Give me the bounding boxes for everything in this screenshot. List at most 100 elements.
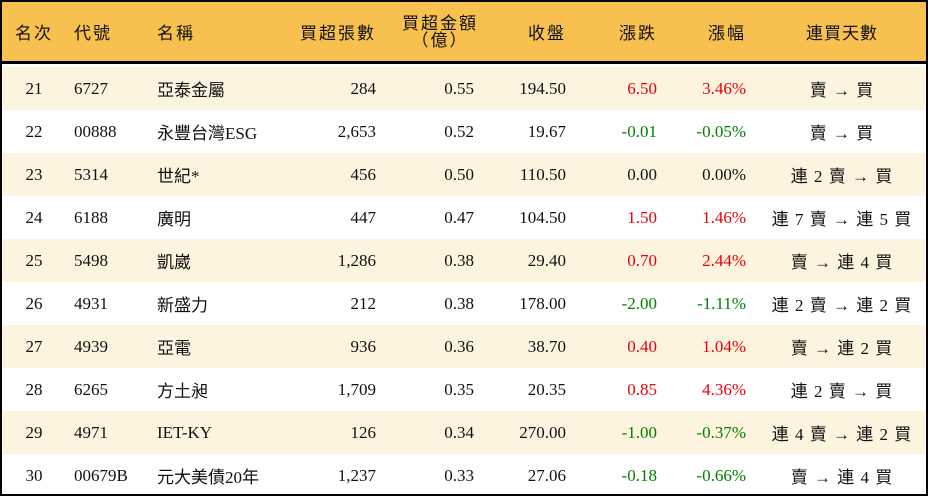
cell-name: 方土昶	[157, 382, 208, 401]
cell-lots: 212	[350, 293, 377, 313]
cell-pct: 3.46%	[702, 78, 746, 98]
header-amount-label: 買超金額	[402, 13, 478, 33]
cell-lots: 1,286	[337, 250, 376, 270]
cell-pct: -0.66%	[696, 465, 746, 485]
cell-rank: 23	[25, 164, 43, 184]
cell-name: 永豐台灣ESG	[157, 124, 258, 143]
cell-rank: 30	[25, 465, 43, 485]
cell-close: 270.00	[519, 422, 566, 442]
cell-rank: 26	[25, 293, 43, 313]
cell-days: 賣 → 連 4 買	[790, 468, 894, 487]
cell-amount: 0.34	[444, 422, 474, 442]
cell-rank: 27	[25, 336, 43, 356]
header-change: 漲跌	[619, 24, 657, 43]
cell-amount: 0.38	[444, 250, 474, 270]
cell-change: 0.00	[627, 164, 657, 184]
cell-days: 連 4 賣 → 連 2 買	[771, 425, 913, 444]
cell-days: 賣 → 買	[809, 124, 875, 143]
cell-code: 4939	[74, 336, 108, 356]
cell-name: IET-KY	[157, 422, 213, 442]
cell-lots: 126	[350, 422, 377, 442]
cell-name: 新盛力	[157, 296, 208, 315]
cell-amount: 0.47	[444, 207, 474, 227]
header-pct: 漲幅	[708, 24, 746, 43]
cell-amount: 0.50	[444, 164, 474, 184]
cell-pct: 1.04%	[702, 336, 746, 356]
cell-rank: 24	[25, 207, 43, 227]
cell-lots: 1,709	[337, 379, 376, 399]
header-days: 連買天數	[806, 24, 878, 43]
header-rank: 名次	[15, 24, 53, 43]
cell-amount: 0.55	[444, 78, 474, 98]
cell-code: 6188	[74, 207, 108, 227]
cell-pct: -0.37%	[696, 422, 746, 442]
cell-amount: 0.33	[444, 465, 474, 485]
table-header: 名次 代號 名稱 買超張數 買超金額 （億） 收盤 漲跌 漲幅 連買天數	[2, 2, 926, 64]
cell-close: 104.50	[519, 207, 566, 227]
table-row: 30 00679B 元大美債20年 1,237 0.33 27.06 -0.18 -0.66%…	[2, 454, 926, 497]
cell-close: 110.50	[519, 164, 566, 184]
cell-lots: 1,237	[337, 465, 376, 485]
table-row: 27 4939 亞電 936 0.36 38.70 0.40 1.04% 賣 → 連 2 買	[2, 325, 926, 368]
cell-amount: 0.52	[444, 121, 474, 141]
cell-code: 5498	[74, 250, 108, 270]
cell-days: 連 7 賣 → 連 5 買	[771, 210, 913, 229]
cell-lots: 2,653	[337, 121, 376, 141]
cell-days: 連 2 賣 → 連 2 買	[771, 296, 913, 315]
table-row: 29 4971 IET-KY 126 0.34 270.00 -1.00 -0.37% 連 4 …	[2, 411, 926, 454]
header-lots: 買超張數	[300, 24, 376, 43]
cell-close: 19.67	[527, 121, 566, 141]
cell-rank: 29	[25, 422, 43, 442]
cell-lots: 936	[350, 336, 377, 356]
cell-days: 賣 → 買	[809, 81, 875, 100]
cell-rank: 22	[25, 121, 43, 141]
cell-name: 廣明	[157, 210, 191, 229]
cell-pct: 2.44%	[702, 250, 746, 270]
cell-lots: 447	[350, 207, 377, 227]
cell-code: 4931	[74, 293, 108, 313]
cell-code: 6265	[74, 379, 108, 399]
cell-close: 29.40	[527, 250, 566, 270]
table-row: 26 4931 新盛力 212 0.38 178.00 -2.00 -1.11% 連 2 賣 →…	[2, 282, 926, 325]
cell-pct: 1.46%	[702, 207, 746, 227]
cell-name: 元大美債20年	[157, 468, 259, 487]
cell-change: -0.01	[621, 121, 657, 141]
cell-days: 連 2 賣 → 買	[790, 382, 894, 401]
cell-change: -2.00	[621, 293, 657, 313]
table-row: 23 5314 世紀* 456 0.50 110.50 0.00 0.00% 連 2 賣 → 買	[2, 153, 926, 196]
header-amount-unit: （億）	[411, 30, 469, 50]
cell-close: 20.35	[527, 379, 566, 399]
cell-name: 亞泰金屬	[157, 81, 225, 100]
table-row: 21 6727 亞泰金屬 284 0.55 194.50 6.50 3.46% 賣 → 買	[2, 67, 926, 110]
cell-change: 0.40	[627, 336, 657, 356]
cell-name: 亞電	[157, 339, 191, 358]
table-row: 25 5498 凱崴 1,286 0.38 29.40 0.70 2.44% 賣 → 連 4 買	[2, 239, 926, 282]
cell-rank: 25	[25, 250, 43, 270]
cell-days: 賣 → 連 4 買	[790, 253, 894, 272]
cell-change: 1.50	[627, 207, 657, 227]
cell-change: -0.18	[621, 465, 657, 485]
cell-days: 賣 → 連 2 買	[790, 339, 894, 358]
cell-code: 5314	[74, 164, 108, 184]
cell-close: 178.00	[519, 293, 566, 313]
cell-code: 4971	[74, 422, 108, 442]
cell-amount: 0.36	[444, 336, 474, 356]
table-row: 24 6188 廣明 447 0.47 104.50 1.50 1.46% 連 7 賣 → 連 …	[2, 196, 926, 239]
cell-days: 連 2 賣 → 買	[790, 167, 894, 186]
cell-pct: 0.00%	[702, 164, 746, 184]
cell-change: 0.70	[627, 250, 657, 270]
cell-close: 194.50	[519, 78, 566, 98]
cell-code: 00888	[74, 121, 117, 141]
table-row: 22 00888 永豐台灣ESG 2,653 0.52 19.67 -0.01 -0.05% 賣…	[2, 110, 926, 153]
cell-change: 0.85	[627, 379, 657, 399]
cell-name: 凱崴	[157, 253, 191, 272]
cell-close: 38.70	[527, 336, 566, 356]
cell-amount: 0.35	[444, 379, 474, 399]
cell-lots: 284	[350, 78, 377, 98]
header-amount: 買超金額 （億）	[402, 2, 478, 61]
cell-pct: 4.36%	[702, 379, 746, 399]
cell-code: 6727	[74, 78, 108, 98]
cell-code: 00679B	[74, 465, 128, 485]
cell-lots: 456	[350, 164, 377, 184]
